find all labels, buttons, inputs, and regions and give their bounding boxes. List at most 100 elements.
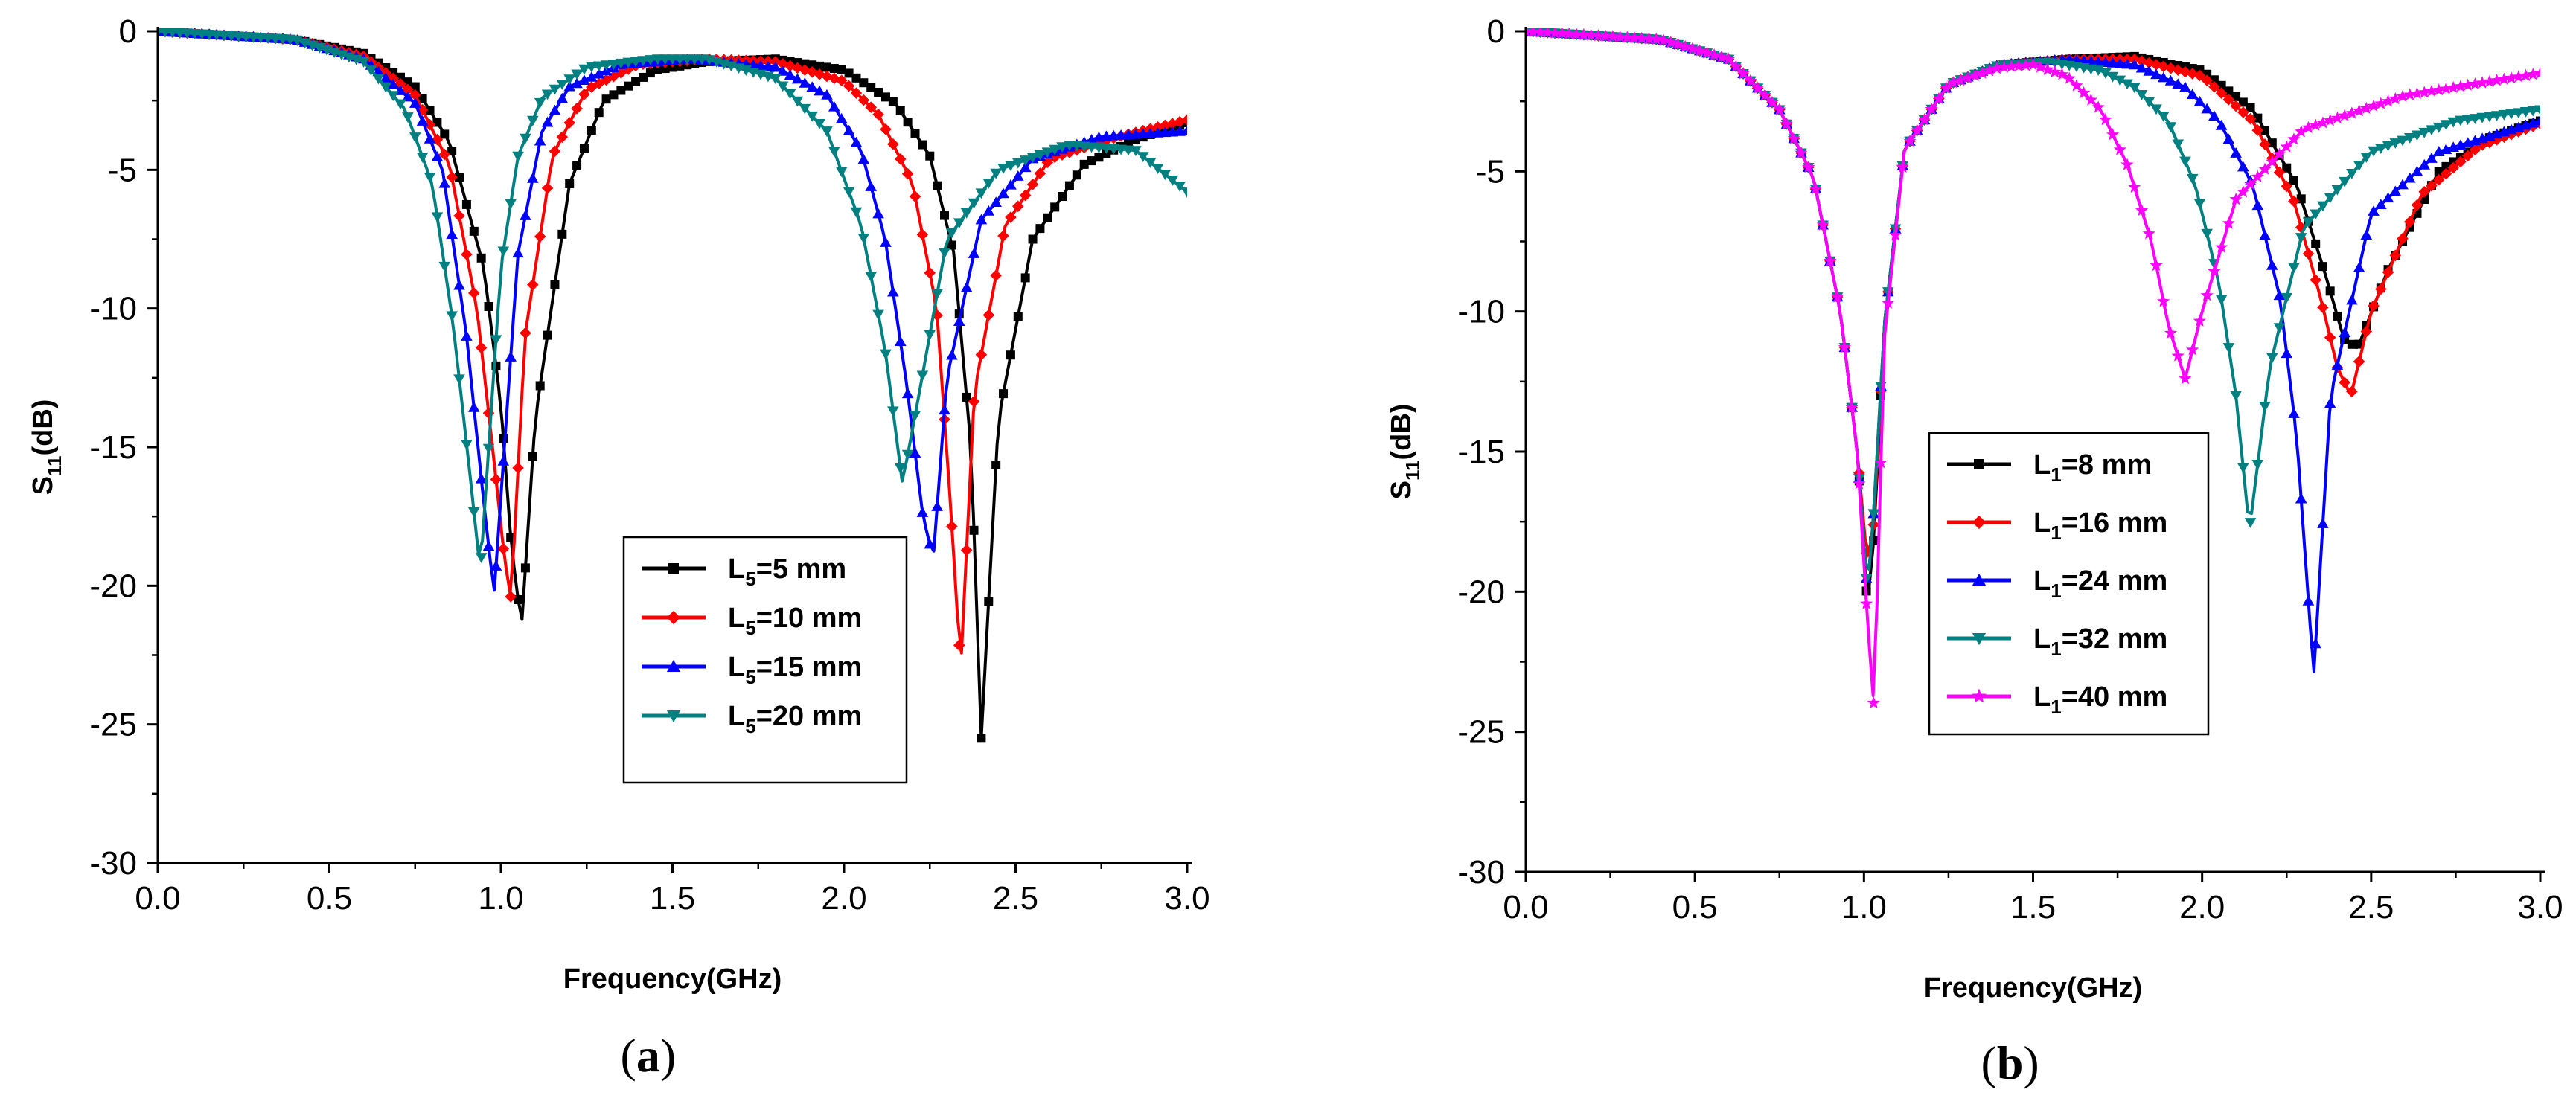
data-point (800, 59, 810, 68)
data-point (1606, 30, 1620, 42)
data-point (1649, 32, 1663, 45)
data-point (2461, 78, 2475, 91)
data-point (674, 54, 686, 65)
data-point (1686, 42, 1699, 54)
legend-label: L5=15 mm (728, 652, 862, 688)
data-point (2208, 80, 2220, 93)
data-point (2410, 86, 2424, 100)
data-point (1874, 456, 1888, 469)
data-point (1043, 213, 1052, 222)
x-tick-label: 0.0 (1503, 889, 1548, 925)
data-point (762, 60, 774, 71)
data-point (2375, 199, 2387, 209)
data-point (1166, 118, 1179, 129)
data-point (975, 188, 988, 199)
y-tick-label: -10 (89, 291, 137, 327)
data-point (901, 388, 914, 399)
data-point (953, 315, 965, 326)
data-point (894, 463, 907, 474)
data-point (2113, 143, 2126, 155)
x-tick-label: 2.0 (821, 880, 866, 917)
data-point (1620, 31, 1634, 43)
data-point (2222, 216, 2235, 229)
data-point (859, 78, 869, 88)
data-point (2318, 262, 2327, 272)
data-point (1758, 89, 1771, 101)
legend-item: L5=20 mm (642, 701, 862, 737)
data-point (2193, 199, 2206, 210)
x-tick-label: 3.0 (1164, 880, 1209, 917)
data-point (791, 96, 804, 107)
data-point (2339, 327, 2350, 338)
data-point (416, 115, 429, 126)
legend-label: L1=32 mm (2033, 623, 2167, 660)
data-point (446, 311, 458, 322)
data-point (916, 507, 929, 517)
data-point (799, 103, 811, 115)
data-point (939, 404, 950, 415)
data-point (556, 79, 569, 90)
data-point (418, 94, 427, 103)
data-point (946, 349, 958, 360)
data-point (2295, 221, 2307, 234)
data-point (939, 248, 950, 259)
series-l5-15-mm (158, 28, 1187, 592)
data-point (814, 119, 825, 129)
data-point (556, 131, 569, 143)
data-point (357, 57, 370, 68)
data-point (1896, 160, 1909, 173)
data-point (894, 336, 907, 347)
data-point (2259, 229, 2271, 240)
data-point (482, 540, 495, 551)
data-point (2484, 112, 2496, 123)
data-point (2267, 138, 2277, 148)
data-point (924, 538, 936, 549)
data-point (2382, 266, 2394, 278)
axes: 0.0 0.5 1.0 1.5 2.0 2.5 3.0 0 -5 -10 -15 -20 -25 -30 (1457, 13, 2563, 925)
data-point (1917, 113, 1931, 126)
legend-label: L5=20 mm (728, 701, 862, 737)
data-point (638, 72, 648, 82)
data-point (512, 151, 524, 162)
data-point (2484, 136, 2496, 149)
data-point (2085, 55, 2097, 66)
data-point (2209, 75, 2219, 85)
data-point (2353, 161, 2365, 171)
data-point (1867, 696, 1880, 709)
data-point (1577, 28, 1591, 41)
y-tick-label: -10 (1457, 294, 1505, 330)
data-point (990, 196, 1002, 207)
data-point (2062, 71, 2076, 84)
data-point (2310, 209, 2321, 220)
data-point (969, 525, 979, 535)
legend-label: L5=10 mm (728, 603, 862, 639)
data-point (1541, 28, 1554, 39)
data-point (571, 77, 583, 89)
data-point (821, 126, 833, 137)
data-point (1765, 95, 1779, 109)
data-point (1087, 156, 1096, 166)
data-point (2301, 121, 2315, 133)
data-point (541, 182, 554, 194)
data-point (2534, 105, 2540, 116)
axes: 0.0 0.5 1.0 1.5 2.0 2.5 3.0 0 -5 -10 -15 -20 -25 -30 (89, 13, 1209, 917)
data-point (505, 199, 517, 210)
data-point (1744, 74, 1757, 86)
data-point (2469, 144, 2481, 156)
data-point (880, 92, 890, 102)
data-point (431, 150, 444, 161)
data-point (475, 553, 488, 563)
data-point (1049, 144, 1061, 155)
data-point (999, 389, 1009, 399)
data-point (2193, 314, 2206, 327)
data-point (1159, 119, 1172, 132)
data-point (688, 54, 700, 65)
data-point (2455, 155, 2467, 168)
legend: L5=5 mm L5=10 mm L5=15 mm L5=20 mm (622, 536, 908, 784)
y-axis-title: S11(dB) (28, 400, 65, 495)
data-point (2397, 232, 2409, 245)
data-point (2396, 89, 2409, 102)
data-point (2359, 101, 2373, 115)
data-point (874, 87, 883, 97)
data-point (2461, 115, 2474, 126)
